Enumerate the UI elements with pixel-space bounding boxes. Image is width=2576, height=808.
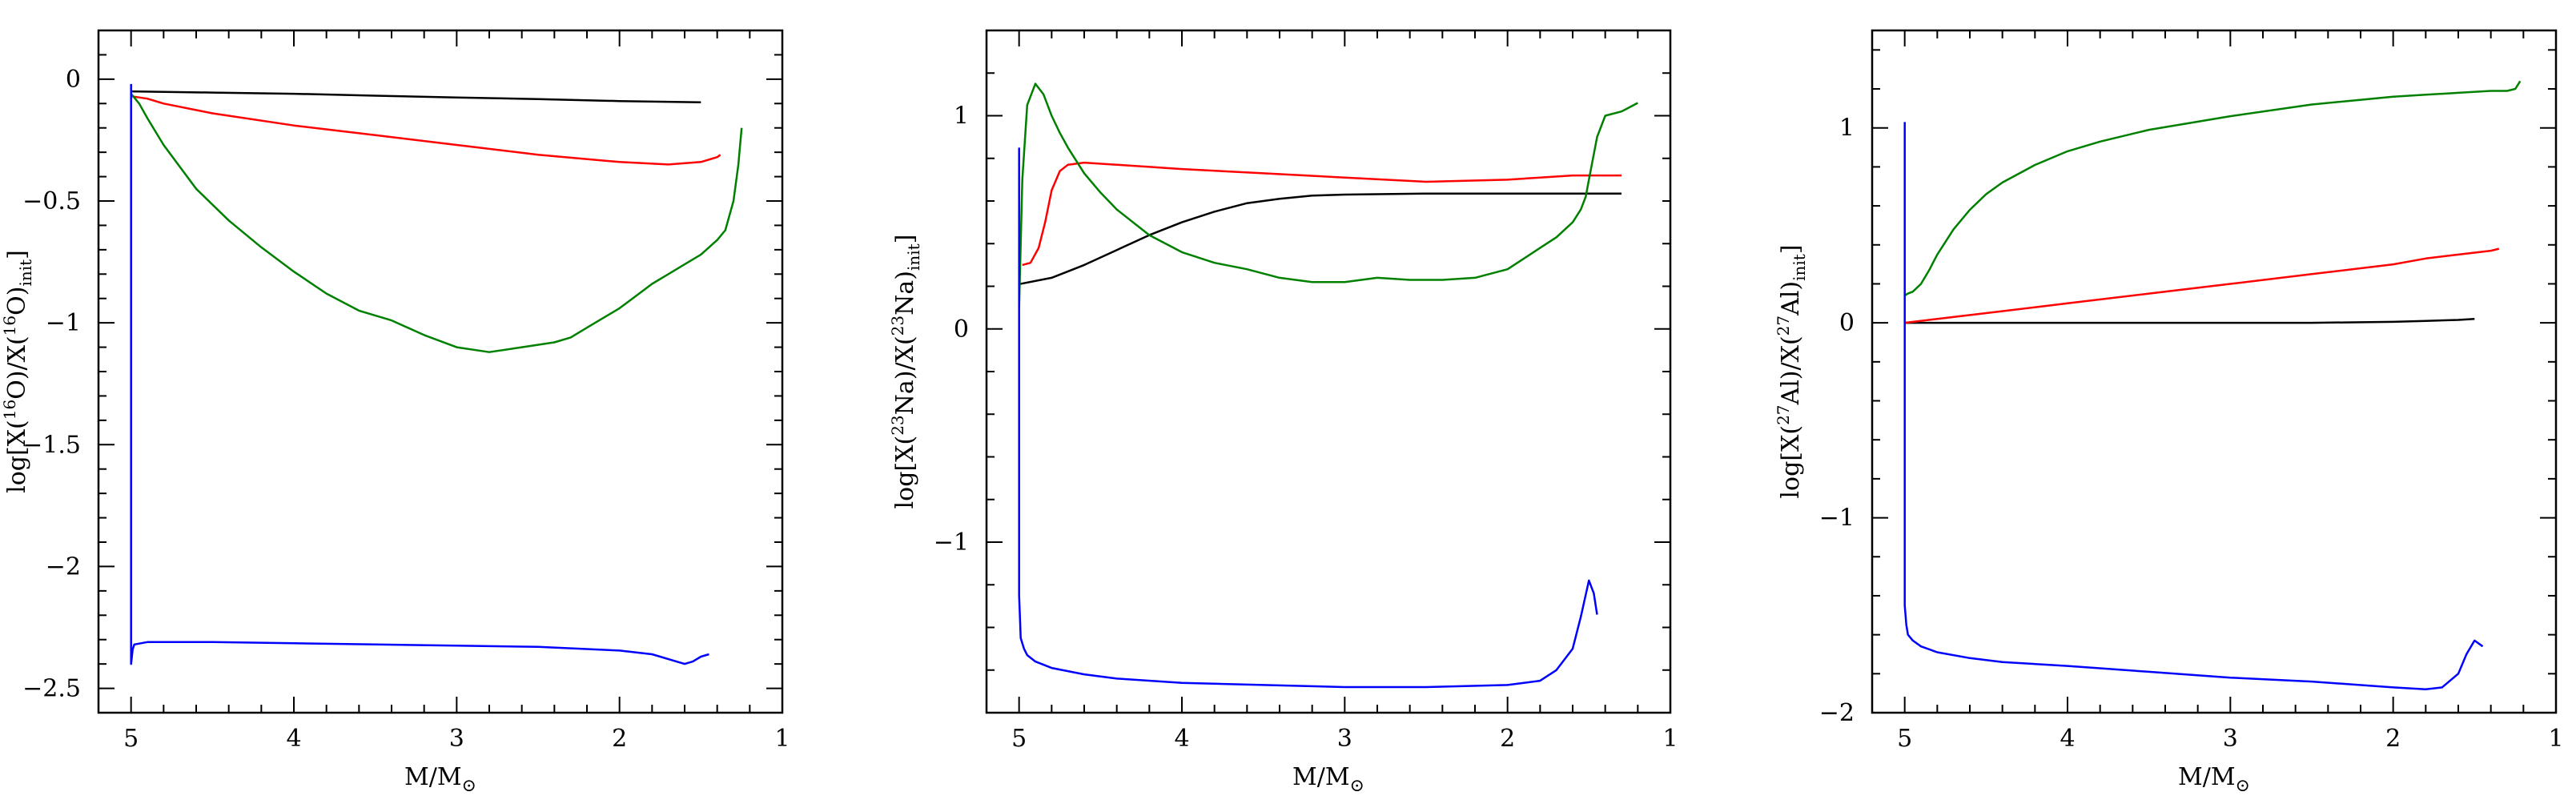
- series-red-line: [1904, 247, 2500, 324]
- y-tick-label: −1: [46, 309, 81, 337]
- plot-frame: [1871, 29, 2558, 714]
- y-tick-label: 0: [954, 316, 969, 344]
- y-tick-label: −2: [1819, 699, 1855, 727]
- chart-panel-sodium: 5 4 3 2 1 1 0 −1 M/M⊙ log[X(23Na)/X(23Na)init]: [888, 29, 1678, 796]
- x-tick-label: 3: [1337, 725, 1352, 753]
- series-blue-line: [130, 83, 709, 665]
- x-tick-label: 5: [1897, 725, 1912, 753]
- x-tick-label: 5: [1011, 725, 1027, 753]
- y-axis-label: log[X(27Al)/X(27Al)init]: [1774, 244, 1809, 498]
- chart-panel-oxygen: 5 4 3 2 1 0 −0.5 −1 −1.5 −2 −2.5 M/M⊙ log[X(16O)/X(1…: [0, 29, 790, 796]
- x-axis-label: M/M⊙: [2178, 763, 2250, 796]
- x-axis-label: M/M⊙: [404, 763, 476, 796]
- y-tick-label: 0: [66, 66, 81, 94]
- x-tick-label: 5: [123, 725, 139, 753]
- x-tick-label: 4: [286, 725, 301, 753]
- x-tick-label: 1: [774, 725, 790, 753]
- y-tick-label: 0: [1839, 309, 1855, 337]
- x-tick-label: 2: [2385, 725, 2401, 753]
- x-axis-label: M/M⊙: [1292, 763, 1364, 796]
- x-tick-label: 1: [1662, 725, 1678, 753]
- series-blue-line: [1018, 147, 1598, 689]
- x-tick-label: 3: [449, 725, 464, 753]
- series-red-line: [1022, 161, 1622, 267]
- series-green-line: [1904, 80, 2522, 297]
- series-black-line: [131, 90, 701, 104]
- y-tick-label: −1.5: [22, 431, 81, 459]
- y-tick-label: 1: [954, 103, 969, 131]
- series-blue-line: [1903, 122, 2484, 691]
- plot-frame: [97, 29, 784, 714]
- series-red-line: [131, 94, 721, 166]
- series-black-line: [1019, 192, 1622, 286]
- y-tick-label: −1: [1819, 504, 1855, 533]
- x-tick-label: 2: [1500, 725, 1515, 753]
- plot-frame: [985, 29, 1672, 714]
- x-tick-label: 1: [2548, 725, 2563, 753]
- x-tick-label: 4: [2060, 725, 2075, 753]
- x-tick-label: 2: [612, 725, 627, 753]
- y-axis-label: log[X(23Na)/X(23Na)init]: [888, 235, 923, 509]
- series-green-line: [130, 93, 743, 353]
- x-tick-label: 3: [2223, 725, 2238, 753]
- y-tick-label: −0.5: [22, 187, 81, 215]
- y-axis-label: log[X(16O)/X(16O)init]: [0, 250, 35, 493]
- series-black-line: [1904, 318, 2475, 324]
- y-tick-label: −2: [46, 553, 81, 581]
- y-tick-label: −2.5: [22, 675, 81, 703]
- chart-panel-aluminium: 5 4 3 2 1 1 0 −1 −2 M/M⊙ log[X(27Al)/X(27Al)init]: [1774, 29, 2564, 796]
- x-tick-label: 4: [1174, 725, 1189, 753]
- y-tick-label: 1: [1839, 115, 1855, 143]
- y-tick-label: −1: [934, 529, 969, 557]
- series-green-line: [1018, 82, 1638, 308]
